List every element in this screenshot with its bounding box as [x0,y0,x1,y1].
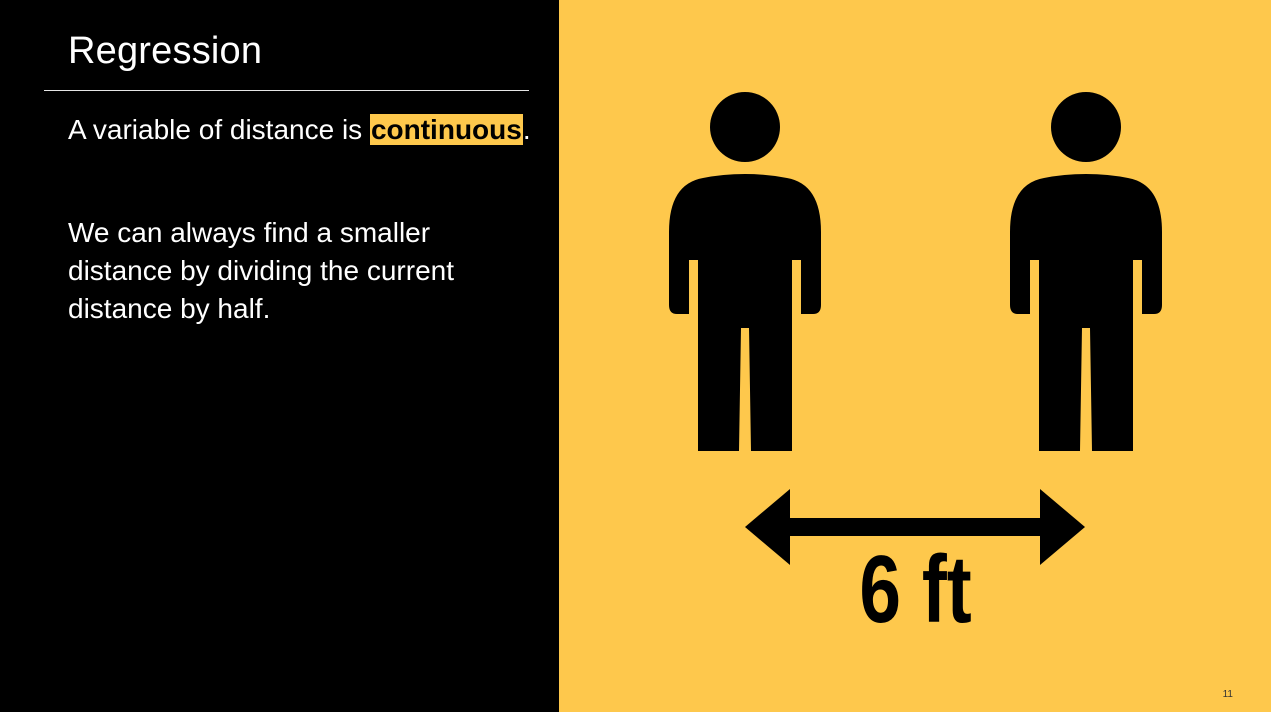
distance-label: 6 ft [859,536,972,643]
left-person-icon [669,92,821,451]
double-arrow-icon [745,489,1085,565]
paragraph-continuous: A variable of distance is continuous. [68,111,538,149]
illustration-panel: 6 ft [559,0,1271,712]
slide-title: Regression [68,30,263,72]
text-panel: Regression A variable of distance is con… [0,0,559,712]
social-distancing-illustration [669,92,1162,565]
right-person-icon [1010,92,1162,451]
paragraph-text-before: A variable of distance is [68,114,370,145]
paragraph-text-after: . [522,114,531,145]
highlighted-term: continuous [369,114,523,145]
title-divider [44,90,529,91]
page-number: 11 [1222,689,1233,700]
paragraph-dividing: We can always find a smaller distance by… [68,217,454,324]
